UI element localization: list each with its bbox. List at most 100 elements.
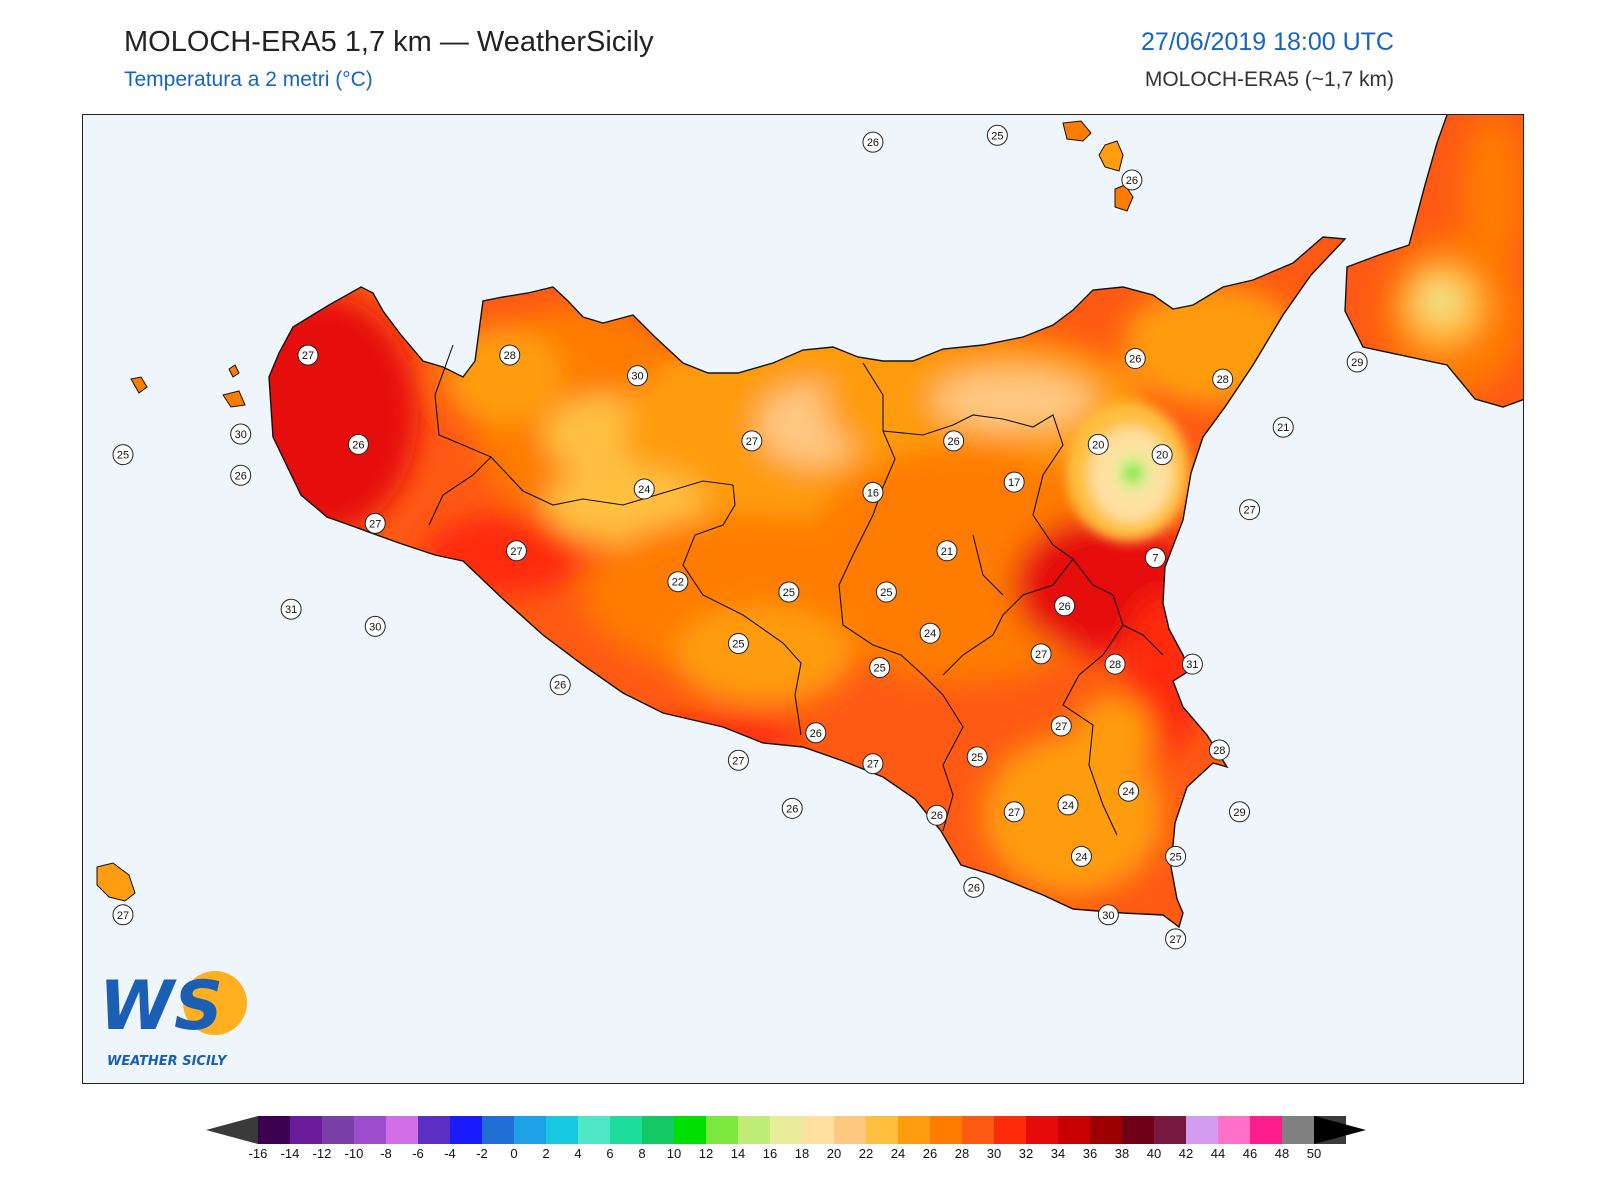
temperature-label: 27: [1003, 801, 1025, 823]
islands: [96, 120, 1134, 902]
colorbar-tick-label: 24: [891, 1146, 905, 1160]
colorbar-min-arrow: [206, 1116, 258, 1144]
temperature-label-text: 30: [235, 429, 247, 441]
colorbar-swatch: [1058, 1116, 1090, 1144]
colorbar-swatch: [898, 1116, 930, 1144]
logo-mark: WS: [99, 967, 247, 1046]
colorbar-swatch: [1090, 1116, 1122, 1144]
colorbar-swatch: [738, 1116, 770, 1144]
temperature-label-text: 26: [352, 439, 364, 451]
sicily-temperature-field: [269, 237, 1345, 927]
colorbar-tick-label: 44: [1211, 1146, 1225, 1160]
temperature-label: 27: [1050, 715, 1072, 737]
temperature-label-text: 25: [971, 752, 983, 764]
colorbar-tick-label: 8: [638, 1146, 645, 1160]
colorbar-tick-labels: -16 -14 -12 -10 -8 -6 -4 -2 0 2 4 6 8 10 12 14 16 18 20 22 2…: [249, 1146, 1322, 1160]
colorbar-swatch: [514, 1116, 546, 1144]
temperature-label: 25: [966, 746, 988, 768]
colorbar-tick-label: 6: [606, 1146, 613, 1160]
temperature-label: 24: [919, 622, 941, 644]
colorbar-tick-label: 50: [1307, 1146, 1321, 1160]
colorbar-tick-label: 38: [1115, 1146, 1129, 1160]
temperature-label: 26: [963, 876, 985, 898]
temperature-label-text: 26: [1059, 601, 1071, 613]
weather-sicily-logo: WS WEATHER SICILY: [97, 959, 257, 1069]
temperature-label: 28: [1212, 368, 1234, 390]
colorbar-swatch: [962, 1116, 994, 1144]
temperature-label: 30: [364, 615, 386, 637]
temperature-label: 25: [112, 444, 134, 466]
temperature-label: 29: [1229, 801, 1251, 823]
temperature-label-text: 27: [746, 436, 758, 448]
temperature-label-text: 30: [1102, 910, 1114, 922]
temperature-label-text: 31: [285, 604, 297, 616]
colorbar-tick-label: 14: [731, 1146, 745, 1160]
temperature-label: 27: [862, 753, 884, 775]
map-panel: 26 25 26 27 28 30 30 26 25 26 27 24 27 27 16 26 17 20 20 26…: [82, 114, 1524, 1084]
colorbar-swatch: [386, 1116, 418, 1144]
colorbar-tick-label: 28: [955, 1146, 969, 1160]
temperature-label-text: 25: [732, 639, 744, 651]
temperature-label-text: 30: [369, 621, 381, 633]
colorbar-swatch: [706, 1116, 738, 1144]
temperature-label-text: 28: [1109, 659, 1121, 671]
province-borders: [428, 344, 1164, 836]
calabria-temperature-field: [1345, 115, 1523, 407]
temperature-label: 17: [1003, 471, 1025, 493]
temperature-label: 27: [505, 540, 527, 562]
temperature-label-text: 26: [554, 680, 566, 692]
colorbar-tick-label: 32: [1019, 1146, 1033, 1160]
temperature-label: 24: [633, 478, 655, 500]
logo-letters: WS: [99, 967, 223, 1046]
temperature-label-text: 7: [1152, 553, 1158, 565]
temperature-label-text: 28: [1217, 374, 1229, 386]
temperature-label-text: 25: [117, 450, 129, 462]
temperature-label-text: 21: [1277, 422, 1289, 434]
colorbar-swatch: [322, 1116, 354, 1144]
temperature-label-text: 21: [941, 546, 953, 558]
temperature-label-text: 27: [510, 546, 522, 558]
temperature-label-text: 27: [302, 350, 314, 362]
colorbar-tick-label: -4: [444, 1146, 456, 1160]
colorbar-tick-label: 26: [923, 1146, 937, 1160]
temperature-label-text: 26: [786, 803, 798, 815]
colorbar-swatch: [1026, 1116, 1058, 1144]
temperature-label: 20: [1151, 444, 1173, 466]
temperature-label-text: 16: [867, 487, 879, 499]
temperature-value-labels: 26 25 26 27 28 30 30 26 25 26 27 24 27 27 16 26 17 20 20 26…: [112, 124, 1368, 950]
colorbar-tick-label: 48: [1275, 1146, 1289, 1160]
temperature-label-text: 28: [1213, 745, 1225, 757]
temperature-label: 25: [1165, 845, 1187, 867]
temperature-label-text: 27: [1169, 934, 1181, 946]
colorbar-tick-label: 34: [1051, 1146, 1065, 1160]
colorbar-tick-label: 4: [574, 1146, 581, 1160]
colorbar-swatch: [1122, 1116, 1154, 1144]
colorbar-tick-label: -10: [345, 1146, 364, 1160]
temperature-label-text: 29: [1351, 357, 1363, 369]
colorbar-swatch: [354, 1116, 386, 1144]
temperature-label: 26: [230, 464, 252, 486]
temperature-label-text: 24: [1075, 851, 1087, 863]
temperature-label: 26: [862, 131, 884, 153]
temperature-label-text: 26: [968, 882, 980, 894]
colorbar-tick-label: 36: [1083, 1146, 1097, 1160]
temperature-label: 27: [1239, 499, 1261, 521]
colorbar-swatch: [802, 1116, 834, 1144]
temperature-label: 29: [1346, 351, 1368, 373]
colorbar-swatch: [1218, 1116, 1250, 1144]
temperature-label: 27: [112, 904, 134, 926]
temperature-label: 26: [1124, 348, 1146, 370]
temperature-label: 28: [1208, 739, 1230, 761]
temperature-label-text: 27: [1035, 649, 1047, 661]
temperature-label: 27: [297, 344, 319, 366]
temperature-label: 25: [875, 581, 897, 603]
temperature-label-text: 25: [880, 587, 892, 599]
temperature-label: 27: [1030, 643, 1052, 665]
temperature-label-text: 29: [1233, 807, 1245, 819]
temperature-label-text: 24: [638, 484, 650, 496]
temperature-label: 27: [741, 430, 763, 452]
colorbar-swatch: [1250, 1116, 1282, 1144]
temperature-label-text: 30: [631, 371, 643, 383]
valid-time: 27/06/2019 18:00 UTC: [1141, 28, 1394, 56]
temperature-label-text: 25: [991, 130, 1003, 142]
